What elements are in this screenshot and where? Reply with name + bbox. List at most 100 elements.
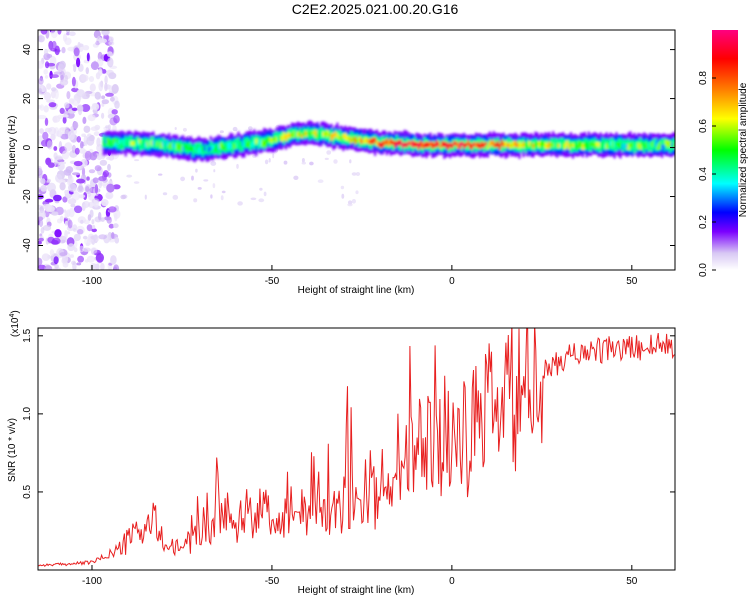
spectrogram-ridge-cell xyxy=(453,140,456,146)
spectrogram-ridge-cell xyxy=(227,142,230,150)
spectrogram-ridge-cell xyxy=(237,144,240,149)
spectrogram-noise-blob xyxy=(85,67,90,75)
spectrogram-noise-blob xyxy=(82,247,91,252)
spectrogram-ridge-cell xyxy=(435,140,438,148)
spectrogram-noise-blob xyxy=(67,243,75,252)
spectrogram-ridge-cell xyxy=(154,141,157,147)
spectrogram-ridge-cell xyxy=(259,139,262,147)
spectrogram-ridge-cell xyxy=(554,143,557,149)
spectrogram-ridge-cell xyxy=(346,136,349,141)
spectrogram-noise-blob xyxy=(64,126,70,135)
spectrogram-ridge-cell xyxy=(189,145,193,151)
spectrogram-ridge-cell xyxy=(670,142,674,147)
spectrogram-noise-blob xyxy=(44,117,49,126)
spectrogram-ridge-cell xyxy=(393,141,396,148)
spectrogram-noise-blob xyxy=(60,133,69,140)
spectrogram-ridge-cell xyxy=(146,141,149,146)
spectrogram-noise-blob xyxy=(108,206,117,213)
spectrogram-ridge-cell xyxy=(457,142,460,149)
spectrogram-ridge-cell xyxy=(449,142,452,148)
spectrogram-ridge-cell xyxy=(571,143,575,148)
spectrogram-noise-blob xyxy=(94,124,101,130)
spectrogram-noise-blob xyxy=(110,255,117,265)
spectrogram-ridge-cell xyxy=(225,144,228,150)
spectrogram-noise-blob xyxy=(72,261,77,270)
spectrogram-ridge-cell xyxy=(197,147,200,154)
spectrogram-ridge-cell xyxy=(205,145,208,152)
spectrogram-x-label: Height of straight line (km) xyxy=(298,285,415,296)
spectrogram-ridge-cell xyxy=(595,142,598,146)
spectrogram-x-tick-label: -100 xyxy=(82,276,102,287)
spectrogram-ridge-cell xyxy=(445,142,448,148)
spectrogram-noise-blob xyxy=(73,47,80,57)
spectrogram-noise-blob xyxy=(272,153,275,159)
spectrogram-noise-blob xyxy=(82,235,88,240)
snr-panel: -100 -50 0 50 0.5 1.0 1.5 Height of straight … xyxy=(7,310,676,596)
spectrogram-ridge-cell xyxy=(649,144,652,151)
spectrogram-ridge-cell xyxy=(358,136,361,148)
spectrogram-noise-blob xyxy=(40,178,46,185)
spectrogram-noise-blob xyxy=(126,174,133,178)
spectrogram-ridge-cell xyxy=(512,141,515,148)
spectrogram-noise-blob xyxy=(182,127,187,132)
spectrogram-ridge-cell xyxy=(621,143,624,150)
spectrogram-ridge-cell xyxy=(502,141,505,148)
spectrogram-ridge-cell xyxy=(421,142,424,149)
spectrogram-noise-blob xyxy=(39,128,44,134)
spectrogram-ridge-cell xyxy=(526,138,529,150)
spectrogram-y-tick-label: -20 xyxy=(22,189,33,204)
spectrogram-noise-blob xyxy=(80,158,88,168)
spectrogram-noise-blob xyxy=(133,181,140,184)
spectrogram-ridge-cell xyxy=(273,136,276,141)
spectrogram-noise-blob xyxy=(108,40,115,46)
spectrogram-ridge-cell xyxy=(655,140,658,147)
spectrogram-ridge-cell xyxy=(182,146,185,152)
spectrogram-noise-blob xyxy=(283,160,288,165)
spectrogram-noise-blob xyxy=(101,112,105,119)
spectrogram-ridge-cell xyxy=(465,142,468,147)
spectrogram-ridge-cell xyxy=(116,139,119,145)
spectrogram-ridge-cell xyxy=(237,137,240,150)
spectrogram-ridge-cell xyxy=(615,142,618,146)
spectrogram-noise-blob xyxy=(43,265,53,270)
spectrogram-ridge-cell xyxy=(480,141,483,148)
spectrogram-noise-blob xyxy=(74,147,80,155)
spectrogram-noise-blob xyxy=(220,195,224,201)
spectrogram-ridge-cell xyxy=(566,140,569,146)
spectrogram-ridge-cell xyxy=(395,135,398,146)
spectrogram-ridge-cell xyxy=(579,140,582,148)
spectrogram-noise-blob xyxy=(237,201,243,206)
spectrogram-ridge-cell xyxy=(114,142,117,148)
spectrogram-ridge-cell xyxy=(176,143,179,150)
spectrogram-noise-blob xyxy=(66,32,70,36)
snr-y-tick-label: 0.5 xyxy=(22,485,33,499)
spectrogram-ridge-cell xyxy=(372,137,375,145)
spectrogram-noise-blob xyxy=(77,41,81,49)
spectrogram-noise-blob xyxy=(38,88,43,94)
spectrogram-noise-blob xyxy=(54,229,62,238)
spectrogram-noise-blob xyxy=(67,219,73,229)
spectrogram-noise-blob xyxy=(98,37,103,44)
spectrogram-ridge-cell xyxy=(417,142,420,150)
spectrogram-ridge-cell xyxy=(562,141,565,149)
spectrogram-noise-blob xyxy=(317,179,324,183)
spectrogram-ridge-cell xyxy=(429,142,432,152)
spectrogram-noise-blob xyxy=(64,190,68,195)
spectrogram-ridge-cell xyxy=(362,139,365,144)
spectrogram-ridge-cell xyxy=(356,133,359,143)
spectrogram-noise-blob xyxy=(93,131,100,137)
spectrogram-noise-blob xyxy=(62,114,69,118)
spectrogram-noise-blob xyxy=(70,203,76,208)
spectrogram-ridge-cell xyxy=(118,139,121,145)
spectrogram-ridge-cell xyxy=(451,143,454,149)
spectrogram-noise-blob xyxy=(301,158,305,163)
spectrogram-ridge-cell xyxy=(257,141,260,147)
spectrogram-ridge-cell xyxy=(439,144,442,149)
spectrogram-ridge-cell xyxy=(130,141,133,146)
spectrogram-noise-blob xyxy=(56,130,63,138)
spectrogram-ridge-cell xyxy=(102,140,105,146)
spectrogram-ridge-cell xyxy=(183,144,187,150)
spectrogram-ridge-cell xyxy=(617,142,620,147)
spectrogram-noise-blob xyxy=(54,264,59,269)
